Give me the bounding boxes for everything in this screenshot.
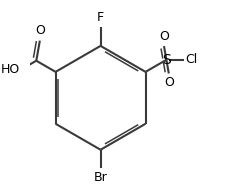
Text: Cl: Cl [185, 53, 197, 66]
Text: F: F [97, 11, 104, 24]
Text: Br: Br [94, 171, 107, 184]
Text: O: O [164, 77, 174, 89]
Text: S: S [162, 53, 171, 67]
Text: HO: HO [1, 63, 20, 76]
Text: O: O [159, 30, 169, 43]
Text: O: O [35, 24, 45, 37]
